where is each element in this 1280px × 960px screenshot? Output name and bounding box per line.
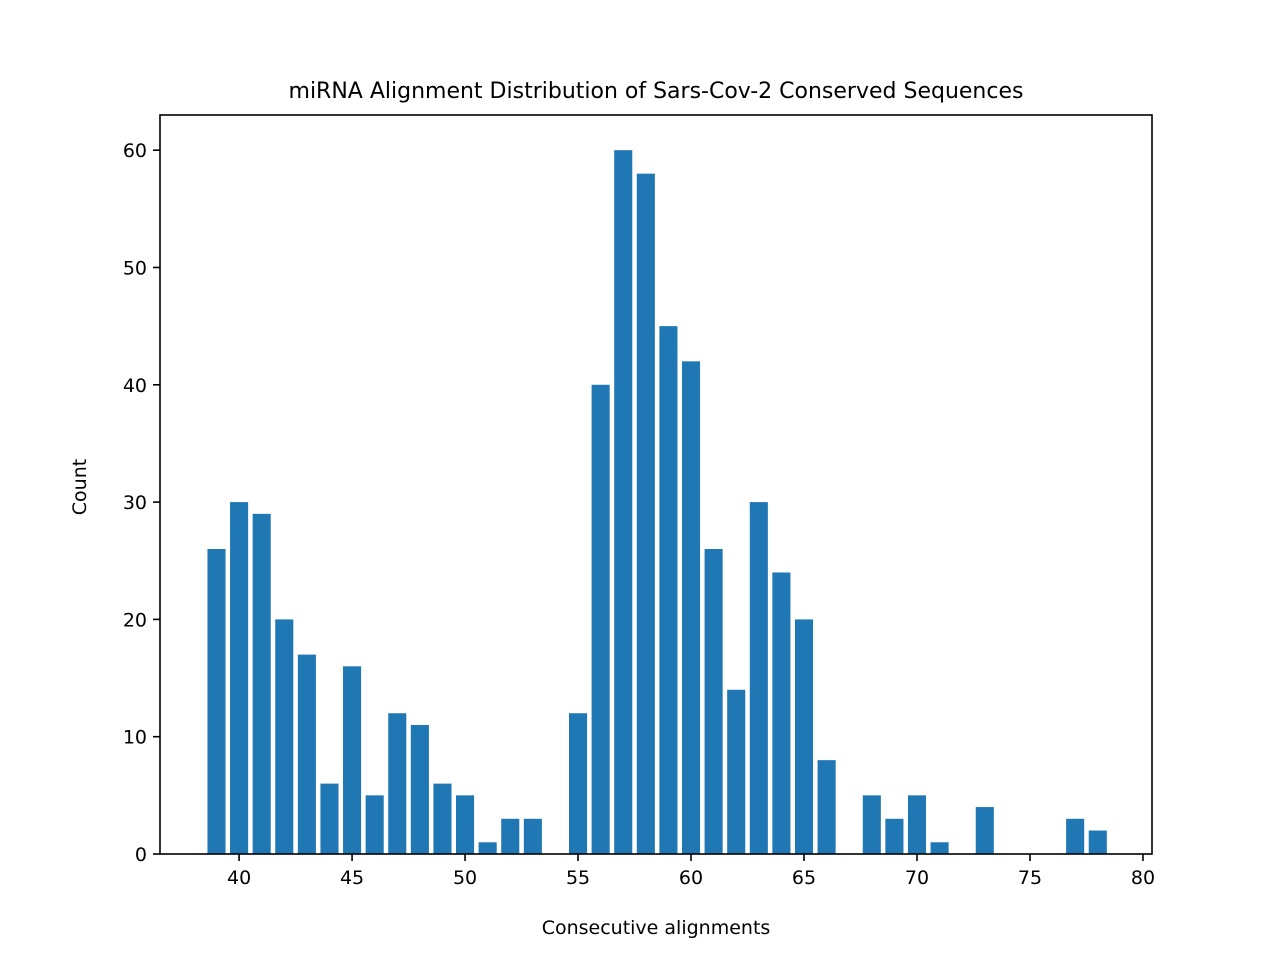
bar-44 [320, 783, 339, 854]
bar-73 [975, 807, 994, 854]
bar-55 [569, 713, 588, 854]
bar-40 [230, 502, 249, 854]
bar-70 [907, 795, 927, 854]
axes-frame [159, 114, 1153, 855]
bar-41 [252, 513, 271, 854]
bar-60 [681, 361, 701, 854]
bar-77 [1066, 818, 1085, 854]
bar-45 [343, 666, 362, 854]
bar-64 [772, 572, 791, 854]
bar-57 [614, 150, 633, 854]
bar-68 [862, 795, 881, 854]
bar-47 [388, 713, 407, 854]
y-tick-label-0: 0 [135, 844, 147, 866]
x-tick-label-45: 45 [340, 867, 364, 889]
bar-61 [704, 549, 723, 854]
bar-78 [1088, 830, 1107, 854]
x-axis-label: Consecutive alignments [542, 917, 771, 939]
bar-58 [636, 173, 655, 854]
y-tick-label-60: 60 [123, 140, 147, 162]
bar-56 [591, 384, 610, 854]
y-tick-label-50: 50 [123, 257, 147, 279]
x-tick-label-40: 40 [227, 867, 251, 889]
bar-62 [727, 689, 746, 854]
bar-66 [817, 760, 836, 854]
bar-63 [749, 502, 768, 854]
y-axis-label: Count [69, 459, 91, 515]
bar-52 [501, 818, 520, 854]
bar-42 [275, 619, 294, 854]
bar-49 [433, 783, 452, 854]
y-tick-label-30: 30 [123, 492, 147, 514]
bar-51 [478, 842, 497, 854]
x-axis-ticks: 40 45 50 55 60 65 70 75 80 [227, 854, 1155, 889]
x-tick-label-70: 70 [905, 867, 929, 889]
bar-43 [297, 654, 316, 854]
x-tick-label-60: 60 [679, 867, 703, 889]
chart-title: miRNA Alignment Distribution of Sars-Cov… [289, 79, 1024, 104]
bar-65 [794, 619, 814, 854]
bar-69 [885, 818, 904, 854]
y-tick-label-40: 40 [123, 375, 147, 397]
bar-50 [456, 795, 475, 854]
x-tick-label-65: 65 [792, 867, 816, 889]
bar-53 [523, 818, 542, 854]
x-tick-label-80: 80 [1131, 867, 1155, 889]
bar-71 [930, 842, 949, 854]
bars-group [207, 150, 1107, 854]
x-tick-label-55: 55 [566, 867, 590, 889]
bar-48 [410, 724, 429, 854]
y-tick-label-20: 20 [123, 609, 147, 631]
y-tick-label-10: 10 [123, 727, 147, 749]
bar-46 [365, 795, 384, 854]
y-axis-ticks: 0 10 20 30 40 50 60 [123, 140, 160, 866]
bar-39 [207, 549, 226, 854]
x-tick-label-75: 75 [1018, 867, 1042, 889]
x-tick-label-50: 50 [453, 867, 477, 889]
bar-59 [659, 326, 678, 854]
